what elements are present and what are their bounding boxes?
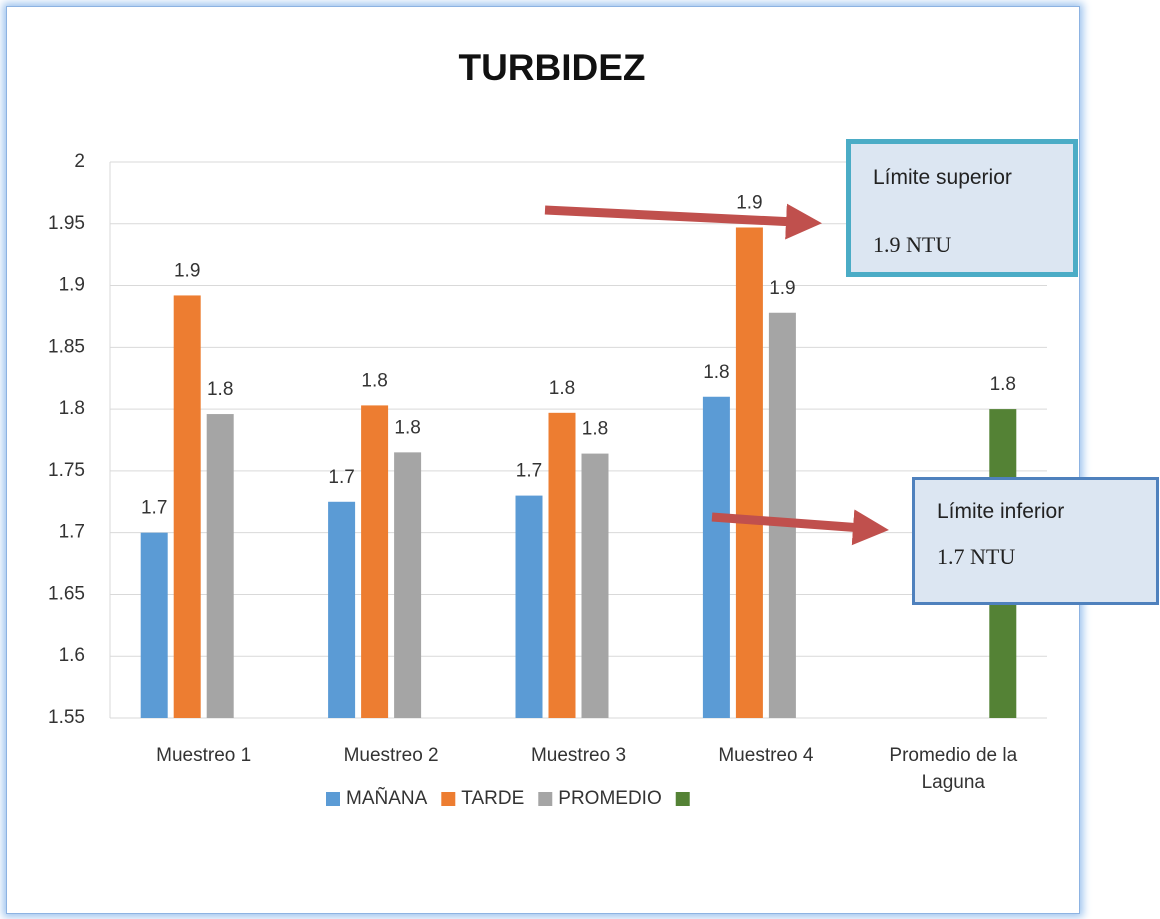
- x-tick-label: Muestreo 1: [156, 745, 252, 766]
- arrow: [711, 509, 889, 546]
- legend-label: TARDE: [461, 788, 524, 809]
- annotation-text: 1.9 NTU: [873, 232, 952, 257]
- data-label: 1.9: [736, 193, 762, 214]
- data-label: 1.8: [361, 370, 387, 391]
- bar: [173, 295, 201, 718]
- data-label: 1.8: [207, 379, 233, 400]
- y-tick-label: 1.9: [59, 275, 85, 296]
- legend-label: PROMEDIO: [558, 788, 661, 809]
- annotation-box: Límite inferior 1.7 NTU: [912, 477, 1159, 605]
- y-tick-label: 1.8: [59, 398, 85, 419]
- bar: [548, 412, 576, 718]
- annotation-box: Límite superior 1.9 NTU: [846, 139, 1078, 277]
- y-tick-label: 2: [74, 151, 85, 172]
- annotation-title: Límite inferior: [937, 500, 1065, 523]
- legend-swatch: [675, 792, 690, 806]
- legend-swatch: [538, 792, 553, 806]
- annotation-title: Límite superior: [873, 166, 1012, 189]
- x-tick-label: Muestreo 2: [343, 745, 439, 766]
- y-tick-label: 1.75: [48, 460, 85, 481]
- legend-swatch: [441, 792, 456, 806]
- bar: [702, 396, 730, 718]
- x-tick-label: Promedio de la Laguna: [889, 745, 1018, 793]
- bar: [328, 501, 356, 718]
- chart-title: TURBIDEZ: [458, 47, 645, 88]
- legend-swatch: [326, 792, 340, 806]
- annotation-text: 1.7 NTU: [937, 544, 1016, 569]
- data-label: 1.9: [174, 260, 200, 281]
- bar: [581, 453, 609, 718]
- data-label: 1.7: [328, 467, 354, 488]
- bar: [361, 405, 389, 718]
- y-tick-label: 1.55: [48, 707, 85, 728]
- data-label: 1.8: [549, 378, 575, 399]
- data-label: 1.8: [703, 362, 729, 383]
- data-label: 1.8: [990, 374, 1016, 395]
- legend-label: MAÑANA: [346, 787, 428, 809]
- data-label: 1.7: [141, 498, 167, 519]
- bar: [206, 414, 234, 718]
- arrow: [544, 203, 822, 240]
- y-tick-label: 1.65: [48, 583, 85, 604]
- bar: [140, 532, 168, 718]
- y-tick-label: 1.85: [48, 336, 85, 357]
- data-label: 1.9: [769, 278, 795, 299]
- data-label: 1.8: [582, 419, 608, 440]
- bar: [394, 452, 422, 718]
- data-label: 1.8: [394, 417, 420, 438]
- x-tick-label: Muestreo 3: [530, 745, 627, 766]
- bar: [735, 227, 763, 719]
- bar: [768, 312, 796, 718]
- y-tick-label: 1.95: [48, 213, 85, 234]
- y-tick-label: 1.7: [59, 522, 85, 543]
- data-label: 1.7: [516, 461, 542, 482]
- x-tick-label: Muestreo 4: [718, 745, 814, 766]
- y-tick-label: 1.6: [59, 645, 85, 666]
- bar: [515, 495, 543, 718]
